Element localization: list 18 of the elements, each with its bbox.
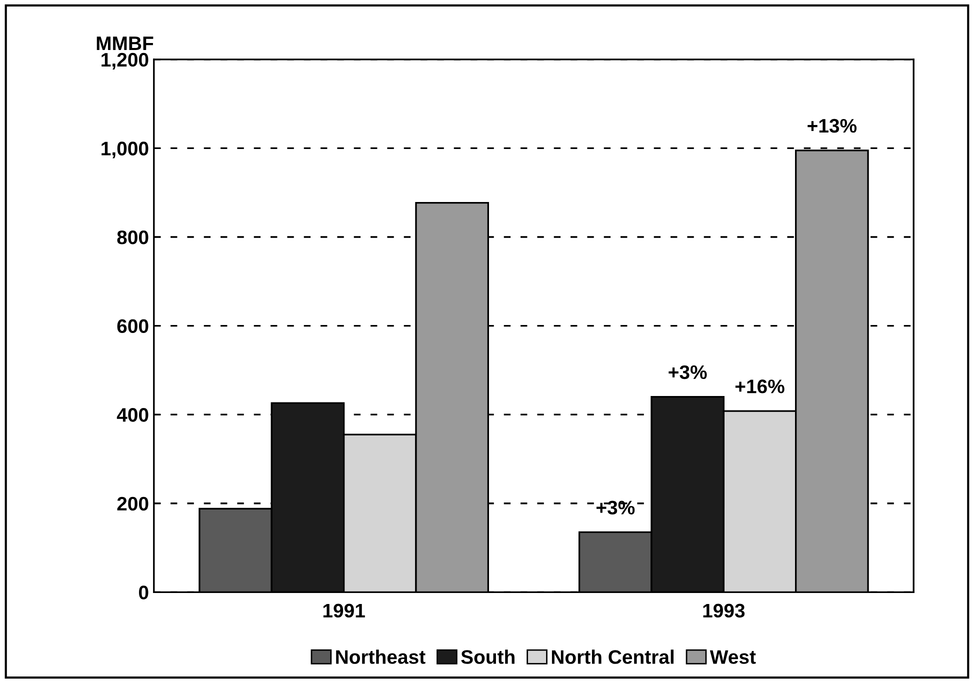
y-axis-title: MMBF [96, 36, 154, 50]
y-tick-label: 200 [117, 496, 148, 511]
y-tick-label: 600 [117, 319, 148, 334]
legend-label: Northeast [336, 650, 426, 664]
annotation: +13% [808, 118, 857, 133]
y-tick-label: 1,200 [102, 52, 148, 70]
x-tick-label: 1993 [703, 604, 745, 618]
y-tick-label: 0 [138, 586, 148, 600]
legend-label: West [710, 650, 756, 664]
annotation: +3% [668, 365, 707, 380]
x-tick-label: 1991 [323, 604, 365, 618]
y-tick-label: 800 [117, 230, 148, 244]
annotation: +3% [596, 500, 635, 515]
annotation: +16% [735, 380, 784, 394]
y-tick-label: 400 [116, 408, 148, 422]
y-tick-label: 1,000 [102, 142, 148, 158]
legend-label: North Central [552, 650, 674, 664]
legend-label: South [461, 650, 514, 664]
